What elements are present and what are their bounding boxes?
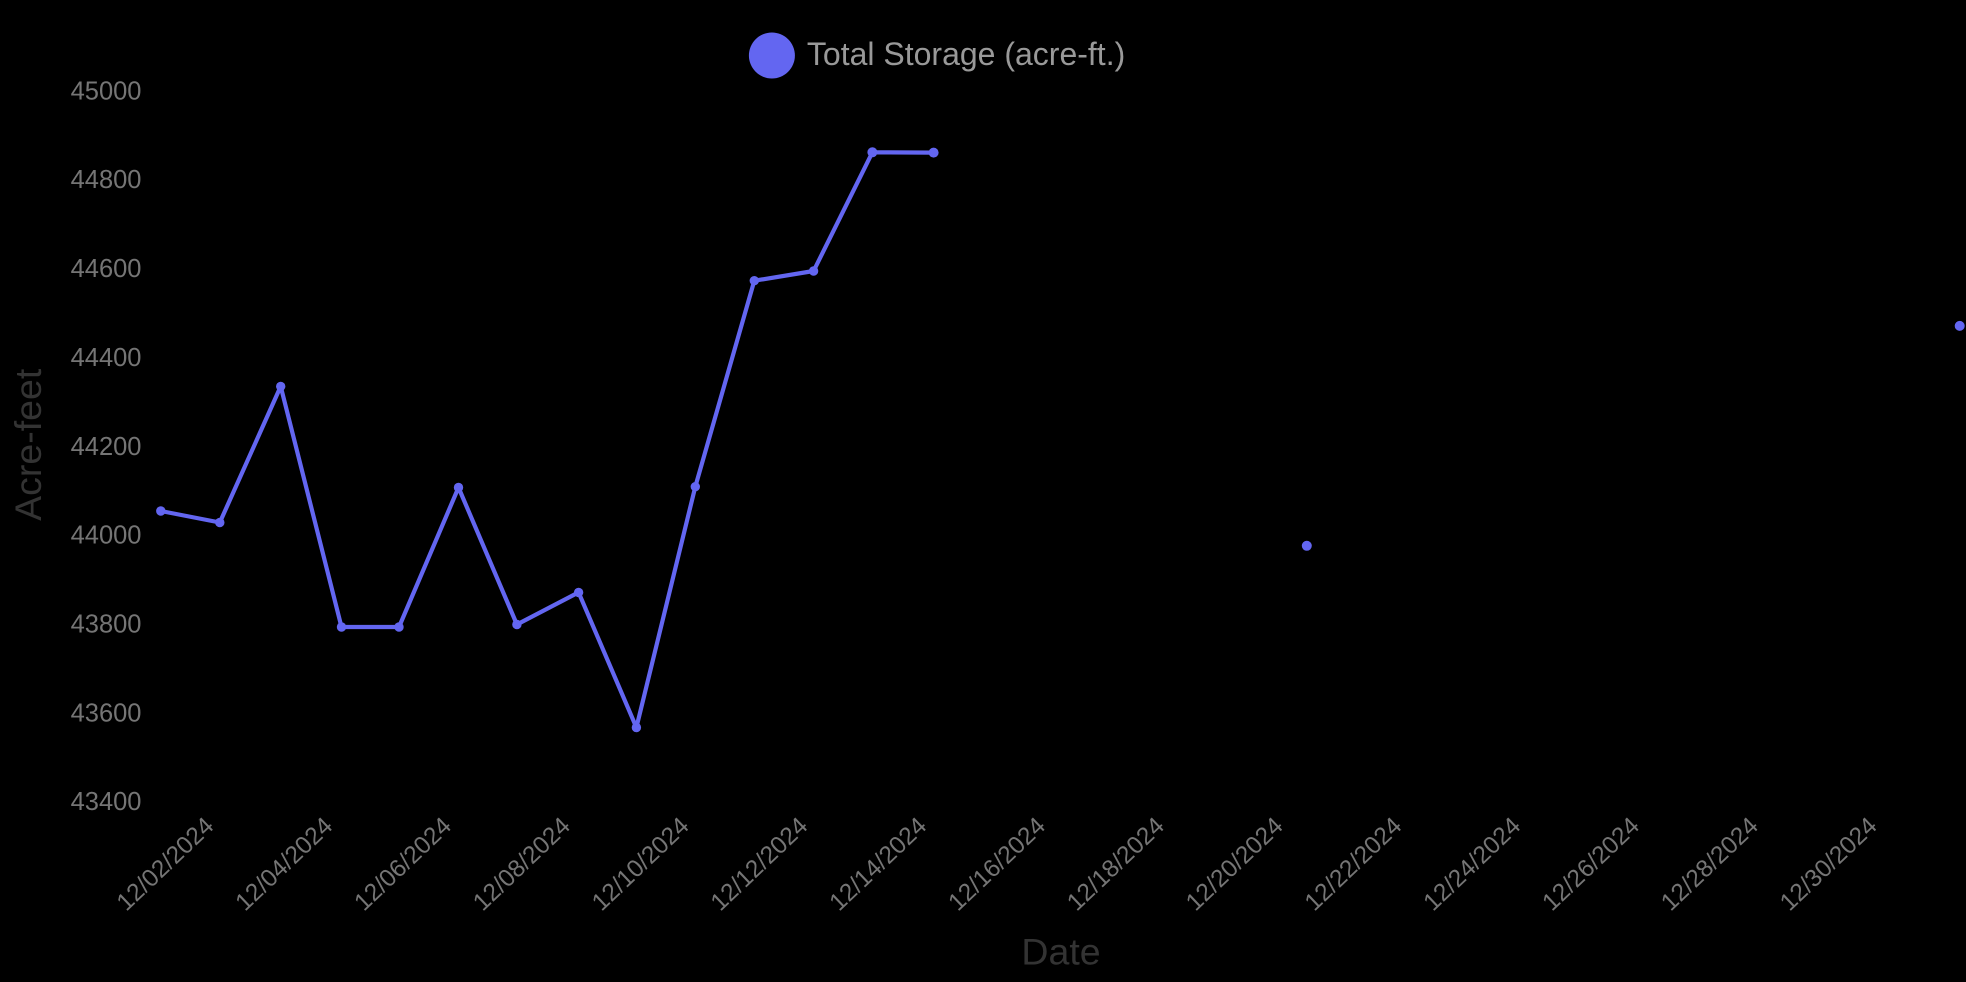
svg-text:44000: 44000 [71,522,142,550]
svg-text:45000: 45000 [71,77,142,105]
svg-text:44600: 44600 [71,255,142,283]
svg-text:43400: 43400 [71,788,142,816]
svg-text:Date: Date [1021,930,1100,972]
svg-text:43800: 43800 [71,611,142,639]
svg-text:Acre-feet: Acre-feet [7,368,49,521]
svg-text:43600: 43600 [71,699,142,727]
svg-text:44800: 44800 [71,166,142,194]
svg-text:44400: 44400 [71,344,142,372]
svg-text:44200: 44200 [71,433,142,461]
svg-text:Total Storage (acre-ft.): Total Storage (acre-ft.) [807,36,1125,72]
